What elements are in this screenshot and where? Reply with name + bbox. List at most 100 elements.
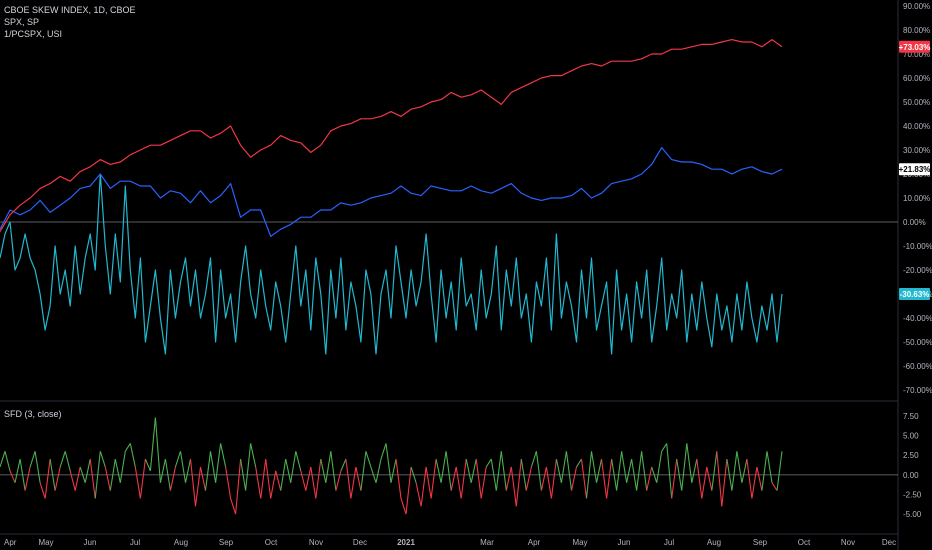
sfd-segment [164,459,171,491]
x-tick-label: Oct [798,538,811,547]
y-tick-label: -50.00% [903,338,932,347]
sub-y-tick-label: -5.00 [903,510,922,519]
last-value-label-0: +73.03% [899,43,931,52]
sfd-segment [636,451,643,491]
sfd-segment [455,466,462,499]
x-tick-label: May [572,538,587,547]
x-tick-label: Sep [753,538,768,547]
y-tick-label: 70.00% [903,50,930,59]
sfd-segment [721,459,728,507]
legend-pcspx: 1/PCSPX, USI [4,29,63,39]
sfd-segment [129,443,136,468]
sfd-segment [766,451,773,483]
sfd-segment [124,443,131,452]
sfd-segment [365,451,372,468]
x-tick-label: Dec [882,538,896,547]
x-tick-label: May [38,538,53,547]
sfd-segment [400,498,407,515]
legend-sfd: SFD (3, close) [4,409,62,419]
x-tick-label: Aug [174,538,188,547]
sfd-segment [84,458,91,483]
sfd-segment [204,451,212,491]
x-tick-label: Dec [353,538,367,547]
sfd-segment [716,451,723,507]
sfd-segment [295,451,302,472]
sfd-segment [265,459,272,499]
sfd-segment [701,466,708,499]
sfd-segment [0,451,6,468]
sfd-segment [230,498,237,515]
sfd-segment [255,466,262,499]
sfd-segment [285,458,292,483]
sfd-segment [415,482,422,507]
sfd-segment [500,451,507,491]
x-tick-label: Mar [480,538,494,547]
y-tick-label: -70.00% [903,386,932,395]
y-tick-label: 40.00% [903,122,930,131]
sfd-segment [661,443,668,452]
sfd-segment [390,458,397,483]
sfd-segment [119,451,126,483]
sfd-segment [169,466,176,491]
sfd-segment [440,451,447,483]
sfd-segment [104,466,111,491]
sfd-segment [420,466,427,507]
sfd-segment [199,466,207,491]
sfd-segment [154,417,161,483]
legend-spx: SPX, SP [4,17,40,27]
sfd-segment [290,451,297,483]
sfd-segment [305,466,312,491]
sfd-segment [550,459,557,499]
sfd-segment [520,459,527,491]
x-tick-label: Oct [265,538,278,547]
sfd-segment [89,459,96,499]
sfd-segment [515,459,522,507]
sfd-segment [756,466,763,491]
sub-legend: SFD (3, close) [4,408,62,420]
y-tick-label: 0.00% [903,218,926,227]
sfd-segment [616,451,623,491]
sfd-segment [109,459,116,491]
sfd-segment [94,451,101,499]
main-legend: CBOE SKEW INDEX, 1D, CBOE SPX, SP 1/PCSP… [4,4,136,40]
sfd-segment [360,451,367,491]
sfd-segment [435,458,442,483]
sfd-segment [260,459,267,499]
sfd-segment [666,443,673,499]
sfd-segment [370,466,377,483]
sfd-segment [99,451,106,468]
sfd-segment [225,466,232,499]
sfd-segment [430,459,437,499]
sfd-segment [656,451,663,483]
sfd-segment [606,459,613,499]
sfd-segment [460,459,467,499]
sfd-segment [174,451,182,468]
last-value-badge-0 [899,40,930,53]
sfd-segment [646,466,653,491]
x-tick-label: Jun [84,538,97,547]
sfd-segment [330,451,337,491]
y-tick-label: 50.00% [903,98,930,107]
x-tick-label: Apr [4,538,17,547]
sfd-segment [450,466,457,491]
sfd-segment [480,466,487,499]
sfd-segment [611,459,618,491]
sfd-segment [535,451,542,491]
sfd-segment [189,459,197,507]
sfd-segment [470,458,477,483]
sfd-segment [380,443,387,460]
sfd-segment [751,466,758,499]
sub-y-tick-label: 5.00 [903,432,919,441]
sfd-segment [676,459,683,491]
sub-y-tick-label: 0.00 [903,471,919,480]
sfd-segment [560,451,567,483]
sfd-segment [681,443,688,491]
x-tick-label: Nov [309,538,323,547]
sfd-segment [44,459,51,499]
sfd-segment [345,459,352,499]
sfd-segment [320,458,327,483]
sfd-segment [250,443,257,468]
sfd-segment [114,458,121,483]
sfd-segment [179,451,187,483]
